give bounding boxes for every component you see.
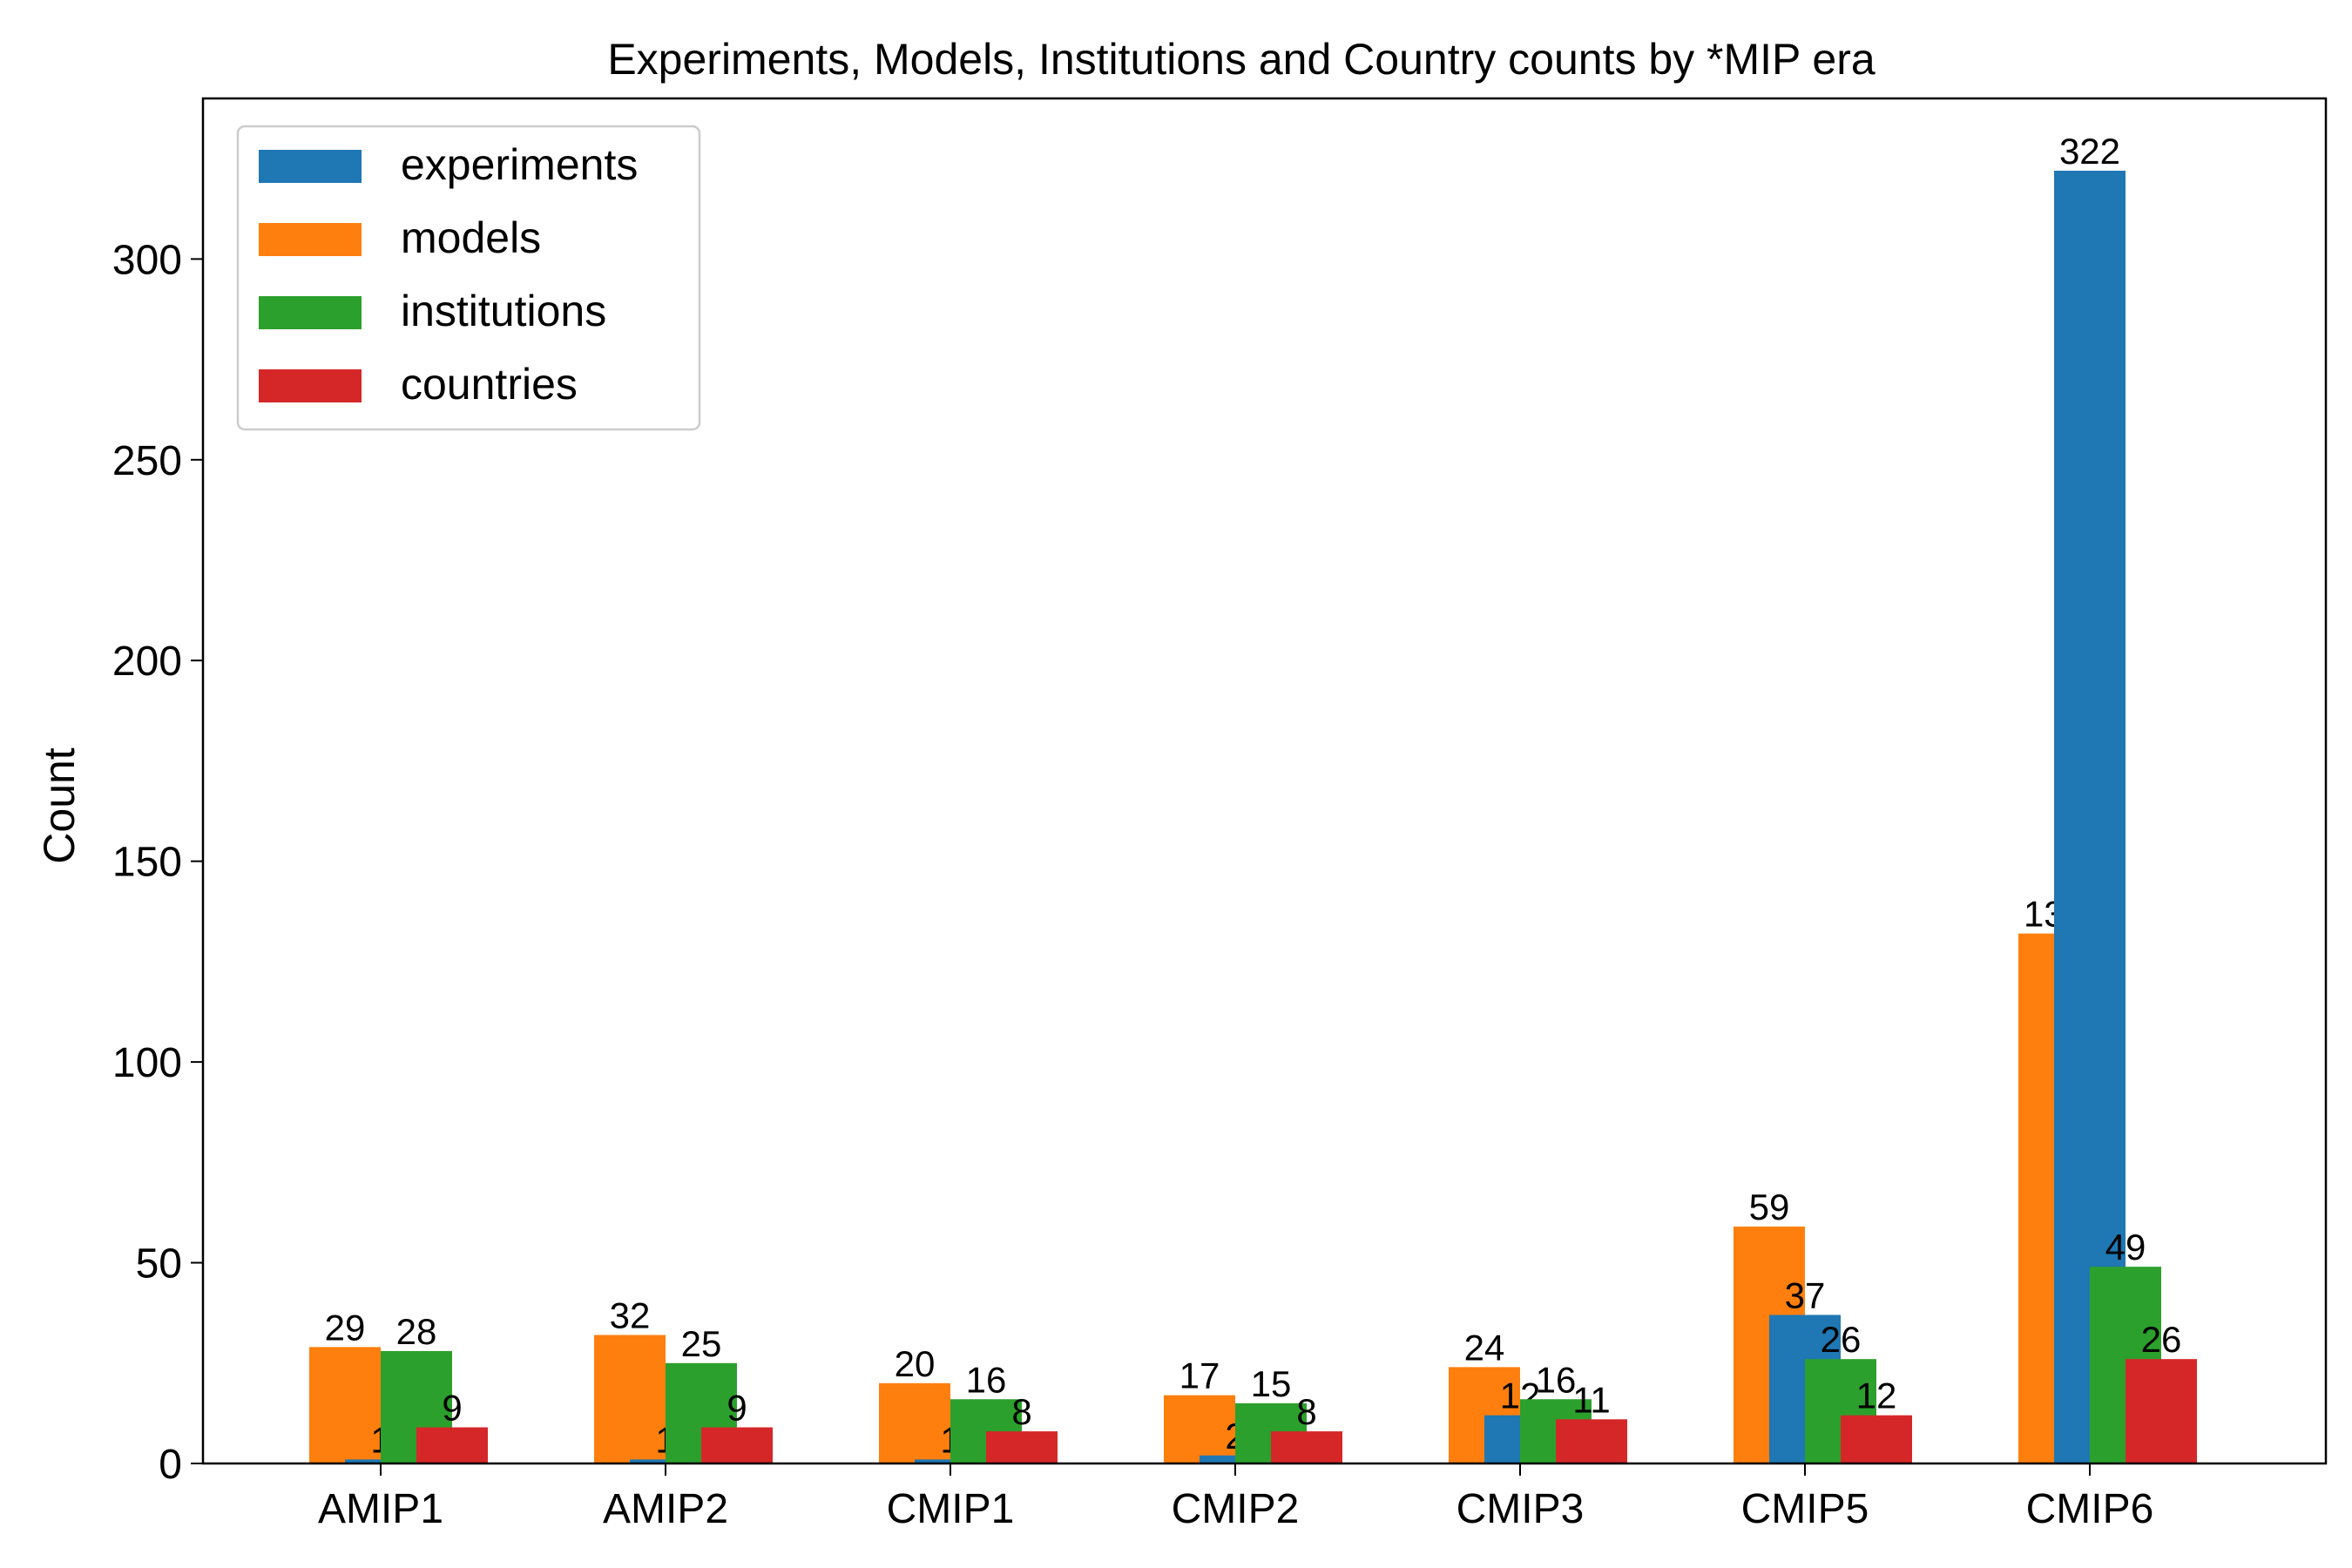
bar-models-cmip1 <box>879 1382 950 1463</box>
bar-label-models-cmip1: 20 <box>895 1343 936 1384</box>
bar-label-models-amip1: 29 <box>325 1307 366 1348</box>
bar-label-countries-cmip2: 8 <box>1296 1391 1316 1432</box>
legend-swatch-experiments <box>259 150 362 183</box>
y-tick-label-250: 250 <box>112 438 182 484</box>
plot-frame <box>201 97 2328 1465</box>
legend-swatch-models <box>259 223 362 256</box>
bar-label-models-cmip3: 24 <box>1464 1327 1505 1368</box>
bar-label-institutions-amip2: 25 <box>681 1323 722 1364</box>
legend-label-countries: countries <box>401 360 578 409</box>
bar-label-models-amip2: 32 <box>610 1295 651 1336</box>
bar-models-cmip2 <box>1164 1395 1235 1463</box>
x-tick-label-cmip6: CMIP6 <box>2026 1486 2154 1532</box>
bar-countries-cmip1 <box>986 1431 1058 1463</box>
x-tick-label-amip1: AMIP1 <box>318 1486 443 1532</box>
bar-models-amip2 <box>594 1335 666 1463</box>
y-tick-label-0: 0 <box>159 1442 182 1488</box>
bar-label-countries-cmip3: 11 <box>1572 1379 1611 1420</box>
y-tick-label-150: 150 <box>112 840 182 886</box>
bar-label-countries-cmip5: 12 <box>1856 1375 1897 1416</box>
x-tick-label-cmip2: CMIP2 <box>1172 1486 1300 1532</box>
bar-label-institutions-cmip6: 49 <box>2105 1227 2146 1267</box>
chart-title: Experiments, Models, Institutions and Co… <box>607 35 1876 84</box>
x-tick-label-amip2: AMIP2 <box>603 1486 728 1532</box>
legend-label-experiments: experiments <box>401 140 638 189</box>
bar-countries-cmip3 <box>1556 1419 1627 1463</box>
y-tick-label-50: 50 <box>136 1241 182 1288</box>
legend-label-models: models <box>401 213 541 262</box>
bar-label-countries-amip2: 9 <box>727 1388 747 1429</box>
bar-countries-cmip2 <box>1271 1431 1342 1463</box>
x-tick-label-cmip5: CMIP5 <box>1741 1486 1869 1532</box>
legend: experiments models institutions countries <box>236 125 701 431</box>
bar-label-countries-cmip6: 26 <box>2141 1319 2182 1360</box>
y-tick-label-100: 100 <box>112 1040 182 1086</box>
bar-label-institutions-cmip2: 15 <box>1251 1363 1292 1404</box>
bar-label-countries-amip1: 9 <box>442 1388 462 1429</box>
bar-label-institutions-cmip5: 26 <box>1821 1319 1862 1360</box>
x-tick-label-cmip1: CMIP1 <box>887 1486 1015 1532</box>
bar-countries-cmip5 <box>1841 1415 1912 1463</box>
legend-label-institutions: institutions <box>401 287 606 335</box>
bar-label-experiments-cmip5: 37 <box>1785 1274 1826 1315</box>
bar-label-models-cmip2: 17 <box>1179 1355 1220 1396</box>
bar-label-experiments-cmip6: 322 <box>2059 131 2120 172</box>
bar-experiments-cmip6 <box>2054 170 2126 1463</box>
bar-label-institutions-amip1: 28 <box>396 1311 437 1352</box>
bar-models-amip1 <box>309 1347 381 1463</box>
x-tick-label-cmip3: CMIP3 <box>1456 1486 1585 1532</box>
bar-label-countries-cmip1: 8 <box>1011 1391 1031 1432</box>
legend-swatch-institutions <box>259 296 362 329</box>
y-tick-label-200: 200 <box>112 639 182 685</box>
bar-countries-cmip6 <box>2126 1359 2197 1463</box>
bar-label-institutions-cmip3: 16 <box>1536 1359 1577 1400</box>
bar-label-models-cmip5: 59 <box>1749 1186 1790 1227</box>
y-tick-label-300: 300 <box>112 237 182 283</box>
y-axis-title: Count <box>35 747 84 864</box>
bar-countries-amip2 <box>701 1427 773 1463</box>
bar-countries-amip1 <box>416 1427 488 1463</box>
plot-area: 291289AMIP1321259AMIP2201168CMIP1172158C… <box>112 97 2328 1532</box>
bar-label-institutions-cmip1: 16 <box>966 1359 1007 1400</box>
legend-box <box>236 125 701 431</box>
legend-swatch-countries <box>259 369 362 402</box>
